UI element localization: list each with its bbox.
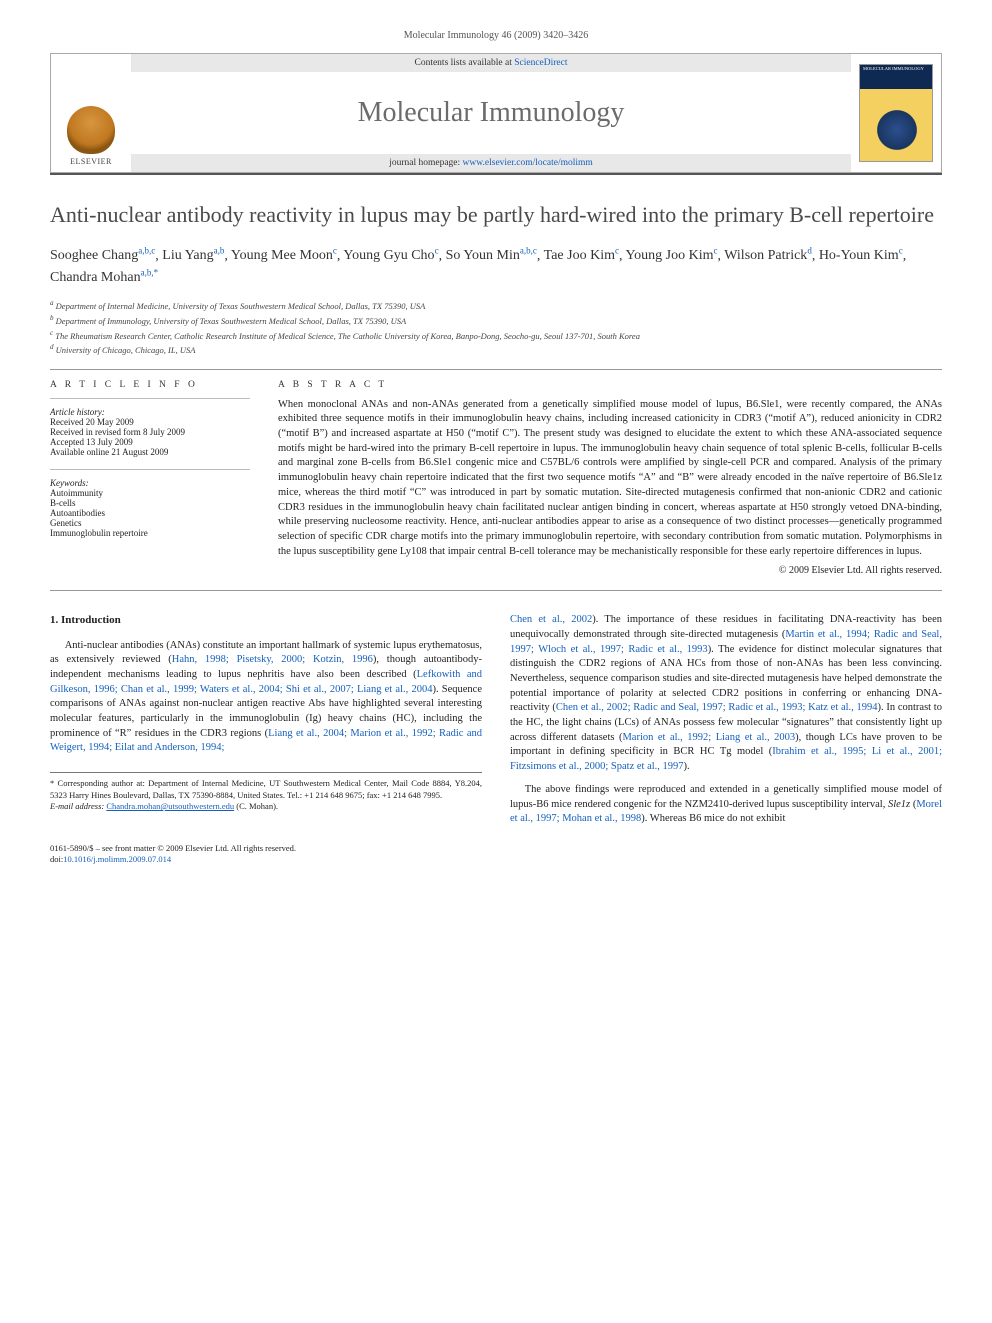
affil-text: Department of Internal Medicine, Univers… [56,301,426,311]
elsevier-tree-icon [67,106,115,154]
corr-text: Corresponding author at: Department of I… [50,778,482,799]
affil-a: a Department of Internal Medicine, Unive… [50,298,942,313]
author-aff[interactable]: c [615,246,619,256]
affil-text: The Rheumatism Research Center, Catholic… [55,330,640,340]
rule [50,369,942,370]
page-footer: 0161-5890/$ – see front matter © 2009 El… [50,843,942,866]
abstract-text: When monoclonal ANAs and non-ANAs genera… [278,398,942,560]
author-aff[interactable]: a,b,c [520,246,537,256]
para: Anti-nuclear antibodies (ANAs) constitut… [50,639,482,757]
journal-name: Molecular Immunology [131,97,851,129]
author: Young Mee Moonc [231,248,337,263]
citation-link[interactable]: Chen et al., 2002; Radic and Seal, 1997;… [556,702,878,713]
cover-label: MOLECULAR IMMUNOLOGY [860,65,932,74]
journal-banner: ELSEVIER Contents lists available at Sci… [50,53,942,173]
history-label: Article history: [50,407,250,417]
history-online: Available online 21 August 2009 [50,447,250,457]
running-head: Molecular Immunology 46 (2009) 3420–3426 [50,30,942,41]
author: Young Joo Kimc [625,248,717,263]
affil-d: d University of Chicago, Chicago, IL, US… [50,342,942,357]
keyword: Autoantibodies [50,508,250,518]
elsevier-word: ELSEVIER [70,157,112,166]
author-name: Young Mee Moon [231,248,333,263]
homepage-pre: journal homepage: [389,158,462,168]
history-revised: Received in revised form 8 July 2009 [50,427,250,437]
author-aff[interactable]: a,b,* [141,267,159,277]
text: ). [684,761,690,772]
body-columns: 1. Introduction Anti-nuclear antibodies … [50,613,942,827]
article-info-heading: A R T I C L E I N F O [50,380,250,390]
author: Wilson Patrickd [724,248,812,263]
rule [50,590,942,591]
author-aff[interactable]: c [899,246,903,256]
author-aff[interactable]: a,b [214,246,225,256]
author-name: So Youn Min [446,248,520,263]
contents-pre: Contents lists available at [414,58,514,68]
history-accepted: Accepted 13 July 2009 [50,437,250,447]
corr-email-link[interactable]: Chandra.mohan@utsouthwestern.edu [106,801,234,811]
author: Chandra Mohana,b,* [50,270,158,285]
abstract-col: A B S T R A C T When monoclonal ANAs and… [278,380,942,577]
author-list: Sooghee Changa,b,c, Liu Yanga,b, Young M… [50,245,942,289]
homepage-link[interactable]: www.elsevier.com/locate/molimm [463,158,593,168]
citation-link[interactable]: Hahn, 1998; Pisetsky, 2000; Kotzin, 1996 [172,654,373,665]
keywords-label: Keywords: [50,478,250,488]
section-heading: 1. Introduction [50,613,482,628]
article-info-col: A R T I C L E I N F O Article history: R… [50,380,250,577]
author: Sooghee Changa,b,c [50,248,155,263]
author-aff[interactable]: d [807,246,812,256]
author-name: Wilson Patrick [724,248,807,263]
banner-rule [50,173,942,175]
journal-cover-thumb: MOLECULAR IMMUNOLOGY [859,64,933,162]
affil-text: University of Chicago, Chicago, IL, USA [56,345,196,355]
email-tail: (C. Mohan). [234,801,278,811]
contents-strip: Contents lists available at ScienceDirec… [131,54,851,72]
author-name: Liu Yang [162,248,213,263]
author-name: Chandra Mohan [50,270,141,285]
author: Tae Joo Kimc [544,248,619,263]
author-aff[interactable]: c [435,246,439,256]
affil-text: Department of Immunology, University of … [56,316,407,326]
gene-name: Sle1z [888,799,910,810]
keyword: Autoimmunity [50,488,250,498]
abstract-heading: A B S T R A C T [278,380,942,390]
citation-link[interactable]: Chen et al., 2002 [510,614,592,625]
para: Chen et al., 2002). The importance of th… [510,613,942,775]
author-name: Tae Joo Kim [544,248,615,263]
author-name: Young Gyu Cho [343,248,434,263]
author-name: Young Joo Kim [625,248,713,263]
author: Young Gyu Choc [343,248,438,263]
citation-link[interactable]: Marion et al., 1992; Liang et al., 2003 [622,732,795,743]
author-aff[interactable]: a,b,c [138,246,155,256]
abstract-copyright: © 2009 Elsevier Ltd. All rights reserved… [278,565,942,576]
author: So Youn Mina,b,c [446,248,537,263]
corresponding-author-note: * Corresponding author at: Department of… [50,772,482,812]
text: The above findings were reproduced and e… [510,784,942,810]
affil-b: b Department of Immunology, University o… [50,313,942,328]
author: Liu Yanga,b [162,248,224,263]
keyword: Immunoglobulin repertoire [50,528,250,538]
keyword: B-cells [50,498,250,508]
author-name: Ho-Youn Kim [819,248,899,263]
author-aff[interactable]: c [714,246,718,256]
author-aff[interactable]: c [333,246,337,256]
author: Ho-Youn Kimc [819,248,903,263]
elsevier-logo-block: ELSEVIER [51,54,131,172]
text: ). Whereas B6 mice do not exhibit [641,813,785,824]
history-received: Received 20 May 2009 [50,417,250,427]
corr-star: * [50,778,58,788]
para: The above findings were reproduced and e… [510,783,942,827]
homepage-strip: journal homepage: www.elsevier.com/locat… [131,154,851,172]
doi-label: doi: [50,854,63,864]
author-name: Sooghee Chang [50,248,138,263]
affil-c: c The Rheumatism Research Center, Cathol… [50,328,942,343]
affiliations: a Department of Internal Medicine, Unive… [50,298,942,356]
email-label: E-mail address: [50,801,106,811]
keyword: Genetics [50,518,250,528]
doi-link[interactable]: 10.1016/j.molimm.2009.07.014 [63,854,171,864]
sciencedirect-link[interactable]: ScienceDirect [514,58,567,68]
front-matter-line: 0161-5890/$ – see front matter © 2009 El… [50,843,942,854]
article-title: Anti-nuclear antibody reactivity in lupu… [50,201,942,229]
cover-thumb-wrap: MOLECULAR IMMUNOLOGY [851,54,941,172]
